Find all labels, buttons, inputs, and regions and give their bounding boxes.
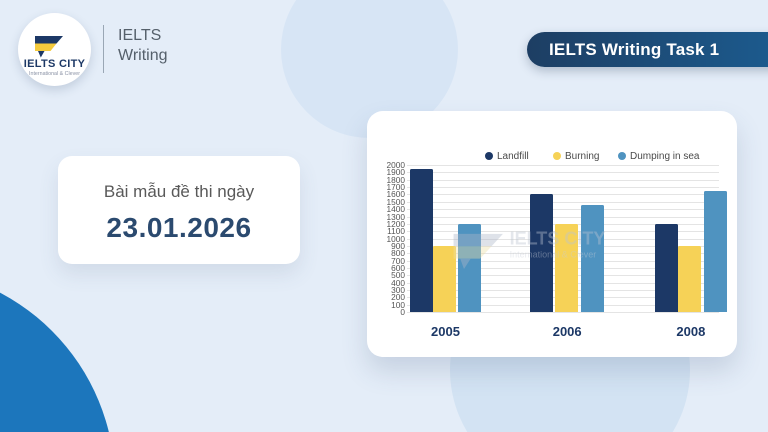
- svg-text:International & Clever: International & Clever: [510, 250, 597, 260]
- svg-text:IELTS CITY: IELTS CITY: [510, 228, 606, 248]
- svg-text:IELTS CITY: IELTS CITY: [24, 58, 86, 70]
- svg-text:International & Clever: International & Clever: [29, 71, 80, 77]
